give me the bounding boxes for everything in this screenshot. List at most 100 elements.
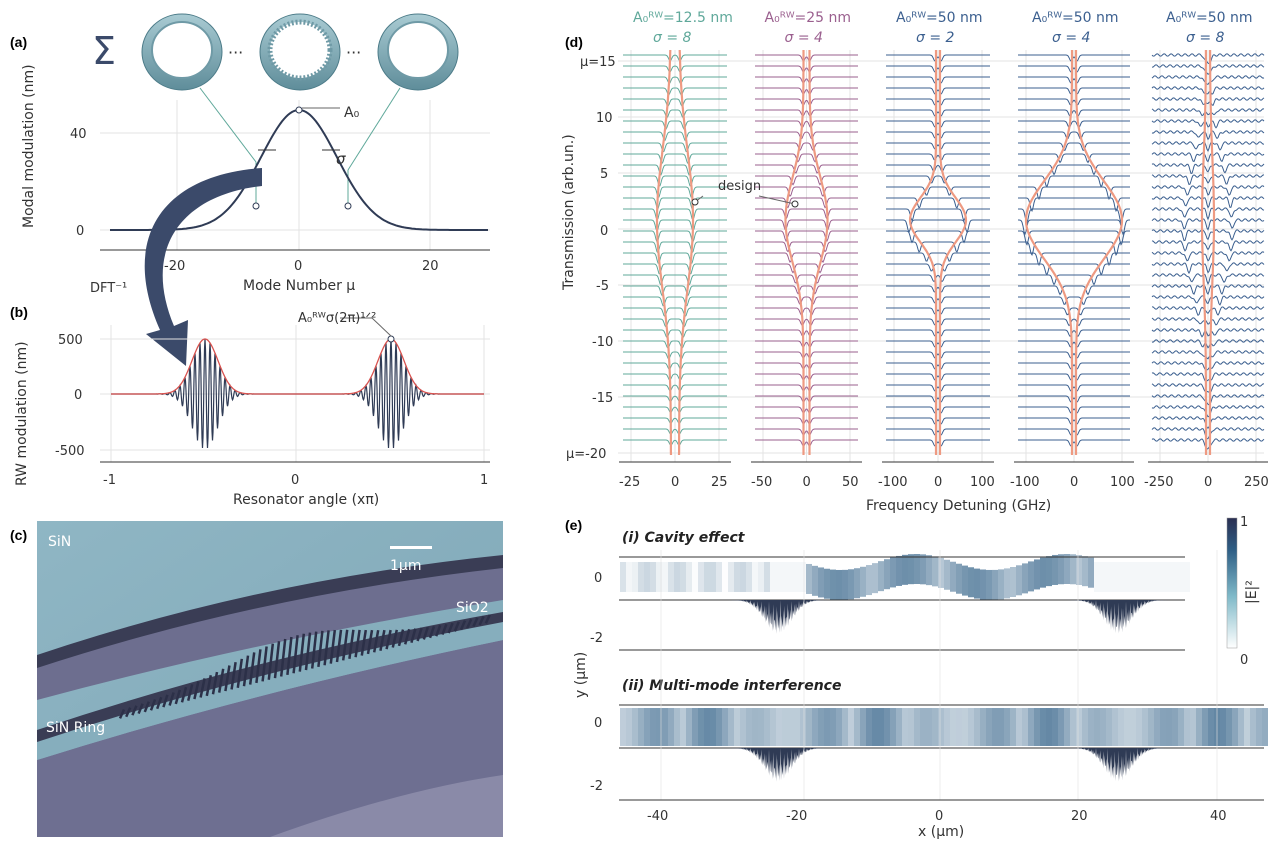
column-title-sigma: σ = 4 xyxy=(1052,30,1090,46)
transmission-trace xyxy=(1151,427,1265,440)
column-title-amplitude: A₀ᴿᵂ=50 nm xyxy=(1032,10,1119,26)
transmission-trace xyxy=(1152,64,1265,75)
transmission-trace xyxy=(1151,394,1265,406)
transmission-trace xyxy=(1151,405,1265,418)
transmission-trace xyxy=(1151,207,1265,221)
transmission-trace xyxy=(755,362,858,370)
panel-b: (b) A₀ᴿᵂσ(2π)¹ᐟ² 500 0 -500 -1 0 1 Reson… xyxy=(10,304,490,508)
transmission-trace xyxy=(886,120,990,128)
transmission-trace xyxy=(886,252,990,262)
panel-a: (a) Σ ··· ··· xyxy=(10,13,490,366)
mmi-title: (ii) Multi-mode interference xyxy=(622,678,841,694)
panel-d-ytick: μ=15 xyxy=(580,55,616,70)
transmission-trace xyxy=(886,197,990,209)
transmission-trace xyxy=(1018,373,1130,381)
transmission-trace xyxy=(1018,329,1130,338)
panel-a-ytick: 40 xyxy=(70,127,87,142)
transmission-trace xyxy=(886,351,990,359)
transmission-trace xyxy=(1018,318,1130,327)
transmission-trace xyxy=(623,406,727,413)
design-curve xyxy=(784,50,805,455)
transmission-trace xyxy=(755,263,858,274)
transmission-trace xyxy=(1018,406,1130,414)
transmission-trace xyxy=(1018,208,1130,224)
panel-e-xtick: -20 xyxy=(786,809,807,824)
transmission-trace xyxy=(886,439,990,447)
panel-d-xtick: 100 xyxy=(1110,475,1135,490)
transmission-trace xyxy=(1151,361,1265,371)
panel-b-ytick: 500 xyxy=(58,333,83,348)
transmission-trace xyxy=(1018,197,1130,213)
transmission-trace xyxy=(623,76,727,84)
transmission-trace xyxy=(1151,262,1265,275)
transmission-trace xyxy=(886,307,990,315)
ring-image-2 xyxy=(259,13,341,91)
panel-a-ylabel: Modal modulation (nm) xyxy=(21,64,37,228)
transmission-trace xyxy=(886,395,990,403)
panel-b-ytick: -500 xyxy=(55,444,85,459)
panel-label-b: (b) xyxy=(10,304,28,320)
transmission-trace xyxy=(623,395,727,403)
column-title-sigma: σ = 8 xyxy=(653,30,692,46)
design-curve xyxy=(1208,50,1216,455)
transmission-trace xyxy=(1018,120,1130,129)
transmission-trace xyxy=(623,109,727,119)
transmission-trace xyxy=(623,153,727,165)
transmission-trace xyxy=(623,307,727,318)
column-title-sigma: σ = 2 xyxy=(916,30,955,46)
transmission-column-5: A₀ᴿᵂ=50 nm σ = 8 -250 0 250 xyxy=(1144,10,1269,490)
transmission-trace xyxy=(1151,383,1264,393)
transmission-trace xyxy=(886,131,990,139)
transmission-trace xyxy=(886,263,990,272)
transmission-trace xyxy=(1151,218,1265,231)
panel-e-xtick: 20 xyxy=(1071,809,1088,824)
transmission-trace xyxy=(755,285,858,295)
panel-label-e: (e) xyxy=(565,517,582,533)
transmission-trace xyxy=(623,329,727,339)
transmission-trace xyxy=(886,329,990,337)
colorbar-label: |E|² xyxy=(1244,580,1260,604)
panel-d-ytick: 0 xyxy=(600,224,608,239)
transmission-trace xyxy=(623,439,727,446)
transmission-trace xyxy=(886,142,990,150)
transmission-trace xyxy=(1018,252,1130,267)
transmission-trace xyxy=(623,362,727,370)
transmission-trace xyxy=(755,65,858,73)
transmission-trace xyxy=(755,76,858,84)
transmission-trace xyxy=(1018,175,1130,188)
panel-d-ytick: -10 xyxy=(592,335,613,350)
transmission-trace xyxy=(1151,75,1265,85)
transmission-trace xyxy=(1151,174,1265,186)
panel-b-grid xyxy=(100,325,490,462)
transmission-trace xyxy=(1151,141,1264,152)
transmission-trace xyxy=(1018,241,1130,257)
transmission-trace xyxy=(1151,240,1265,252)
panel-b-xlabel: Resonator angle (xπ) xyxy=(233,492,379,508)
transmission-trace xyxy=(1018,263,1130,276)
transmission-trace xyxy=(1151,185,1265,196)
design-curve xyxy=(677,49,695,456)
transmission-trace xyxy=(623,208,727,221)
transmission-trace xyxy=(1018,131,1130,140)
transmission-trace xyxy=(755,296,858,306)
panel-label-a: (a) xyxy=(10,34,27,50)
transmission-trace xyxy=(623,164,727,176)
transmission-trace xyxy=(886,285,990,293)
transmission-trace xyxy=(1018,54,1130,62)
panel-d-xtick: 0 xyxy=(1070,475,1078,490)
transmission-trace xyxy=(755,428,858,436)
panel-d-xtick: 0 xyxy=(671,475,679,490)
panel-d-xlabel: Frequency Detuning (GHz) xyxy=(866,498,1051,514)
transmission-trace xyxy=(623,131,727,142)
transmission-trace xyxy=(886,241,990,253)
transmission-trace xyxy=(886,76,990,84)
transmission-trace xyxy=(623,373,727,381)
transmission-trace xyxy=(886,274,990,283)
panel-a-xtick: 20 xyxy=(422,259,439,274)
transmission-trace xyxy=(1018,417,1130,425)
transmission-trace xyxy=(755,153,858,163)
transmission-trace xyxy=(886,417,990,425)
transmission-trace xyxy=(623,54,727,62)
panel-e-ytick: -2 xyxy=(590,631,603,646)
panel-d-xtick: 0 xyxy=(1204,475,1212,490)
